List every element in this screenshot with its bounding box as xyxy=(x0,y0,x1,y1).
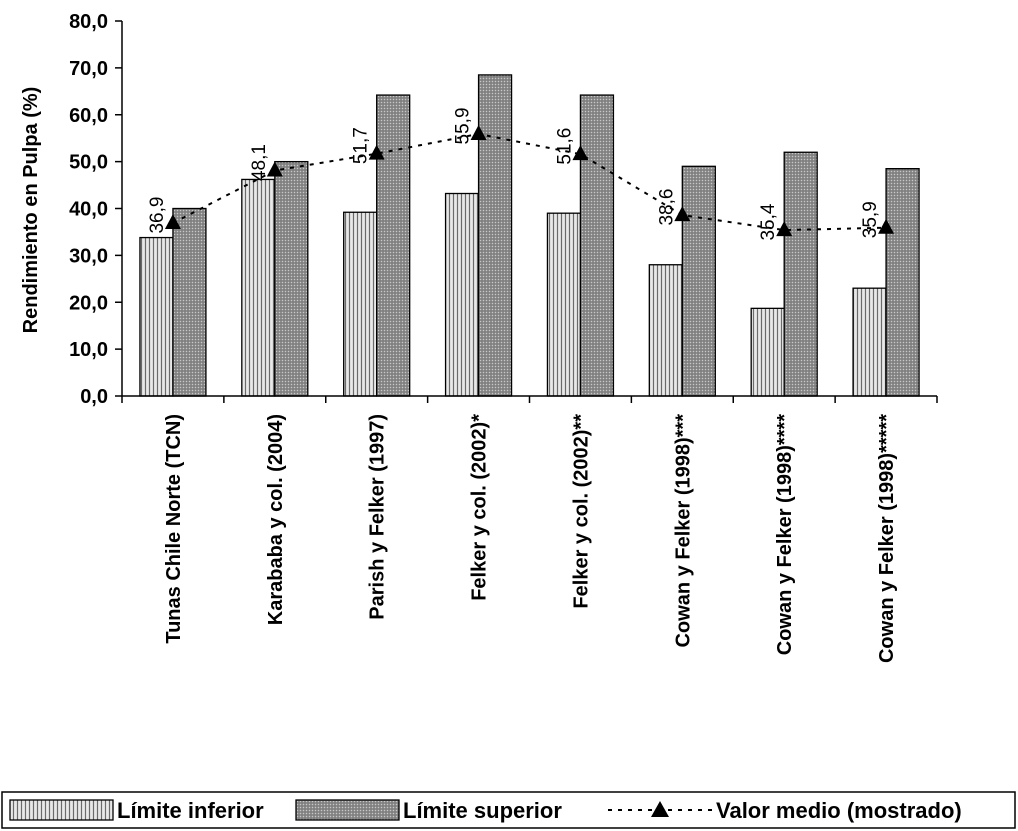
bar-lower xyxy=(241,178,276,397)
mean-marker xyxy=(878,218,895,234)
x-category-label: Parish y Felker (1997) xyxy=(367,414,389,620)
bar-upper xyxy=(885,168,920,397)
y-tick-label: 70,0 xyxy=(69,58,108,80)
y-tick-label: 0,0 xyxy=(80,386,108,408)
x-category-label: Cowan y Felker (1998)**** xyxy=(774,414,796,655)
bar-upper xyxy=(376,94,411,397)
mean-data-label: 36,9 xyxy=(147,197,168,234)
y-tick-label: 80,0 xyxy=(69,11,108,33)
y-tick-label: 20,0 xyxy=(69,292,108,314)
legend-triangle-marker xyxy=(651,801,669,817)
mean-line xyxy=(172,132,887,232)
mean-marker xyxy=(776,221,793,237)
legend-label-lower: Límite inferior xyxy=(117,798,264,823)
bars xyxy=(139,74,920,397)
mean-marker xyxy=(674,206,691,222)
bar-lower xyxy=(546,212,582,397)
y-tick-label: 30,0 xyxy=(69,245,108,267)
bar-upper xyxy=(783,151,818,397)
legend-box xyxy=(1,791,1016,829)
x-axis: Tunas Chile Norte (TCN) Karababa y col. (… xyxy=(121,395,938,663)
y-axis: 0,0 10,0 20,0 30,0 40,0 50,0 60,0 70,0 80,0 xyxy=(69,11,123,408)
x-category-label: Felker y col. (2002)* xyxy=(469,414,491,601)
bar-upper xyxy=(579,94,615,397)
mean-data-label: 51,7 xyxy=(351,127,372,164)
x-category-label: Karababa y col. (2004) xyxy=(265,414,287,625)
legend-label-upper: Límite superior xyxy=(403,798,562,823)
y-tick-label: 10,0 xyxy=(69,339,108,361)
y-tick-label: 40,0 xyxy=(69,199,108,221)
mean-data-label: 51,6 xyxy=(554,128,575,165)
x-category-label: Tunas Chile Norte (TCN) xyxy=(163,414,185,644)
bar-lower xyxy=(139,236,174,397)
mean-marker xyxy=(266,161,283,177)
y-axis-title: Rendimiento en Pulpa (%) xyxy=(20,87,42,334)
legend-swatch-upper xyxy=(295,799,400,821)
bar-lower xyxy=(444,192,480,397)
mean-line-series: 36,9 48,1 51,7 55,9 51,6 38,6 35,4 35,9 xyxy=(147,107,895,241)
mean-data-label: 38,6 xyxy=(656,189,677,226)
y-tick-label: 60,0 xyxy=(69,105,108,127)
bar-lower xyxy=(852,287,887,397)
mean-data-label: 35,4 xyxy=(758,203,779,240)
legend-label-mean: Valor medio (mostrado) xyxy=(716,798,962,823)
y-tick-label: 50,0 xyxy=(69,152,108,174)
mean-marker xyxy=(368,144,385,160)
mean-marker xyxy=(470,124,487,140)
bar-lower xyxy=(648,264,683,397)
x-category-label: Felker y col. (2002)** xyxy=(570,414,592,609)
mean-marker xyxy=(572,145,589,161)
mean-data-label: 55,9 xyxy=(453,107,474,144)
mean-data-label: 35,9 xyxy=(860,201,881,238)
mean-data-label: 48,1 xyxy=(249,144,270,181)
bar-upper xyxy=(477,74,513,397)
x-category-label: Cowan y Felker (1998)***** xyxy=(876,414,898,663)
bar-lower xyxy=(750,307,785,397)
mean-marker xyxy=(164,214,181,230)
x-category-label: Cowan y Felker (1998)*** xyxy=(672,414,694,648)
legend-swatch-lower xyxy=(9,799,114,821)
bar-upper xyxy=(172,207,207,397)
bar-upper xyxy=(681,165,716,397)
legend: Límite inferior Límite superior Valor me… xyxy=(1,791,1016,829)
bar-lower xyxy=(343,211,378,397)
bar-upper xyxy=(274,160,309,397)
